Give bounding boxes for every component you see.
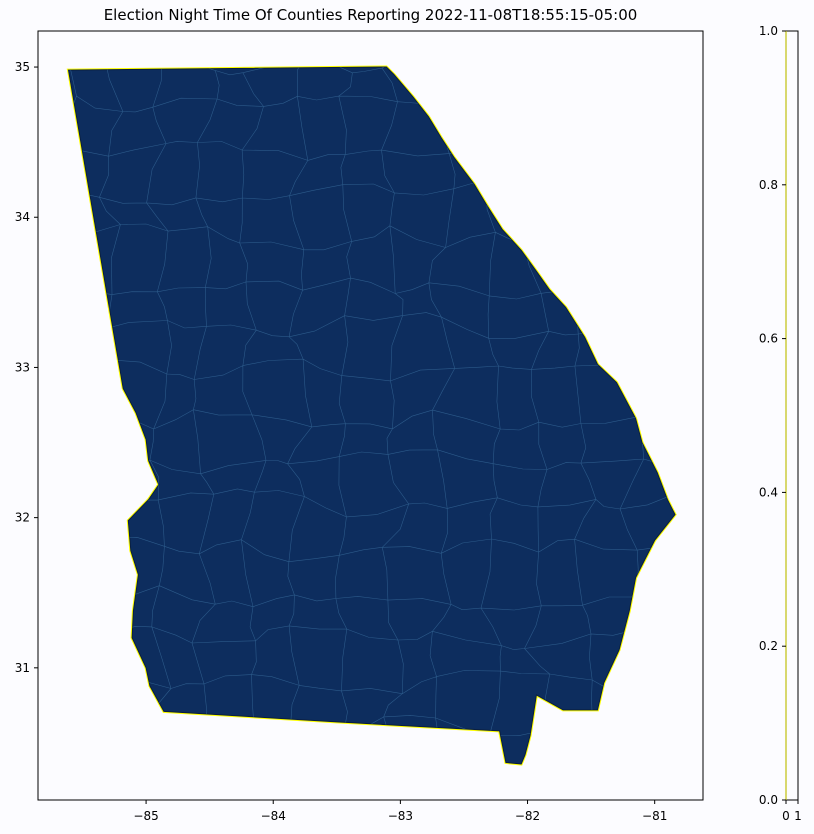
x-tick-label: −83: [388, 809, 413, 823]
map-title: Election Night Time Of Counties Reportin…: [103, 6, 638, 24]
colorbar-tick-label: 0.0: [759, 793, 778, 807]
colorbar-ticks: 0.0 0.2 0.4 0.6 0.8 1.0: [759, 24, 786, 807]
colorbar-tick-label: 0.4: [759, 485, 778, 499]
colorbar-tick-label: 0.2: [759, 639, 778, 653]
colorbar-tick-label: 0.6: [759, 332, 778, 346]
y-tick-label: 32: [15, 511, 30, 525]
colorbar: [785, 30, 799, 801]
x-tick-label: −82: [515, 809, 540, 823]
colorbar-x-tick-label: 1: [794, 809, 802, 823]
x-tick-label: −84: [261, 809, 286, 823]
y-tick-label: 31: [15, 661, 30, 675]
x-tick-label: −85: [133, 809, 158, 823]
colorbar-x-tick-label: 0: [782, 809, 790, 823]
y-axis-ticks: 31 32 33 34 35: [15, 60, 38, 675]
georgia-state-shape: [67, 66, 676, 765]
x-axis-ticks: −85 −84 −83 −82 −81: [133, 800, 667, 823]
y-tick-label: 33: [15, 360, 30, 374]
colorbar-tick-label: 1.0: [759, 24, 778, 38]
colorbar-tick-label: 0.8: [759, 178, 778, 192]
x-tick-label: −81: [642, 809, 667, 823]
y-tick-label: 35: [15, 60, 30, 74]
y-tick-label: 34: [15, 210, 30, 224]
